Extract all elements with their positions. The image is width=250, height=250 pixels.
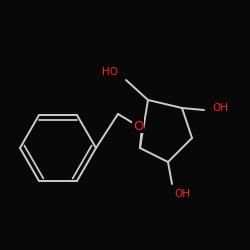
Text: HO: HO bbox=[102, 67, 118, 77]
Text: O: O bbox=[133, 120, 143, 132]
Text: OH: OH bbox=[174, 189, 190, 199]
Text: OH: OH bbox=[212, 103, 228, 113]
